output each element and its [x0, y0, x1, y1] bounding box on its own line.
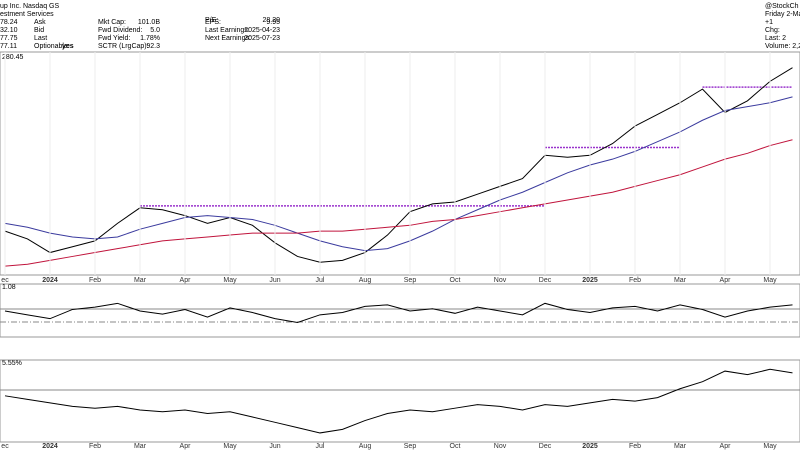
series-line [4, 368, 793, 434]
quote-field: 5.0 [150, 27, 160, 34]
quote-field: 77.75 [0, 35, 18, 42]
price-panel [0, 51, 800, 276]
x-tick-label: Jun [269, 277, 280, 284]
quote-field: +1 [765, 19, 773, 26]
indicator-panel [0, 283, 800, 338]
x-tick-label: Mar [674, 277, 687, 284]
x-tick-label: May [763, 277, 777, 284]
quote-field: Ask [34, 19, 46, 26]
x-tick-label: Jul [316, 277, 325, 284]
quote-field: Last [34, 35, 47, 42]
quote-field: EPS: [205, 19, 221, 26]
x-tick-label: Feb [89, 277, 101, 284]
relative-panel [0, 359, 800, 443]
x-tick-label: 2025 [582, 277, 598, 284]
x-tick-label: May [223, 443, 237, 450]
x-tick-label: Aug [359, 277, 372, 284]
x-tick-label: Sep [404, 277, 417, 284]
x-tick-label: Apr [720, 443, 732, 450]
quote-field: Last: 2 [765, 35, 786, 42]
x-tick-label: May [763, 443, 777, 450]
quote-field: Volume: 2,24 [765, 43, 800, 50]
x-tick-label: Mar [674, 443, 687, 450]
x-tick-label: 2025 [582, 443, 598, 450]
quote-field: Chg: [765, 27, 780, 34]
x-tick-label: Feb [629, 443, 641, 450]
series-line [4, 96, 793, 252]
quote-field: 9.95 [266, 19, 280, 26]
title: up Inc. Nasdaq GS [0, 3, 59, 10]
x-tick-label: May [223, 277, 237, 284]
panel-label: 5.55% [2, 360, 22, 367]
quote-field: SCTR (LrgCap): [98, 43, 149, 50]
quote-field: Next Earnings: [205, 35, 251, 42]
quote-field: @StockCh [765, 3, 799, 10]
panel-label: 280.45 [2, 54, 24, 61]
x-tick-label: Apr [180, 277, 192, 284]
x-tick-label: Jun [269, 443, 280, 450]
x-tick-label: Apr [180, 443, 192, 450]
x-tick-label: Dec [539, 277, 552, 284]
quote-field: 28.20 [262, 17, 280, 24]
quote-field: Bid [34, 27, 44, 34]
quote-field: Mkt Cap: [98, 19, 126, 26]
quote-field: Fwd Yield: [98, 35, 130, 42]
x-tick-label: Dec [539, 443, 552, 450]
x-tick-label: Mar [134, 277, 147, 284]
x-tick-label: Feb [89, 443, 101, 450]
quote-field: Optionable: [34, 43, 70, 50]
quote-field: 2025-04-23 [244, 27, 280, 34]
quote-field: 77.11 [0, 43, 17, 50]
x-tick-label: Jul [316, 443, 325, 450]
x-tick-label: Apr [720, 277, 732, 284]
quote-field: Fwd Dividend: [98, 27, 142, 34]
panel-label: 1.08 [2, 284, 16, 291]
quote-field: yes [62, 43, 74, 50]
x-tick-label: Nov [494, 443, 507, 450]
quote-field: 101.0B [138, 19, 161, 26]
x-tick-label: Feb [629, 277, 641, 284]
subtitle: estment Services [0, 11, 54, 18]
quote-field: P/E: [205, 17, 218, 24]
series-line [4, 67, 793, 263]
x-tick-label: ec [1, 443, 9, 450]
x-tick-label: Mar [134, 443, 147, 450]
x-tick-label: 2024 [42, 443, 58, 450]
x-tick-label: Sep [404, 443, 417, 450]
series-line [4, 139, 793, 267]
quote-field: Friday 2-Ma [765, 11, 800, 18]
quote-field: 78.24 [0, 19, 18, 26]
x-tick-label: ec [1, 277, 9, 284]
x-tick-label: Oct [450, 443, 461, 450]
series-line [4, 302, 793, 324]
x-tick-label: Nov [494, 277, 507, 284]
quote-field: Last Earnings: [205, 27, 250, 34]
quote-field: 2025-07-23 [244, 35, 280, 42]
quote-field: 92.3 [146, 43, 160, 50]
quote-field: 32.10 [0, 27, 18, 34]
x-tick-label: Oct [450, 277, 461, 284]
quote-field: 1.78% [140, 35, 160, 42]
x-tick-label: Aug [359, 443, 372, 450]
x-tick-label: 2024 [42, 277, 58, 284]
